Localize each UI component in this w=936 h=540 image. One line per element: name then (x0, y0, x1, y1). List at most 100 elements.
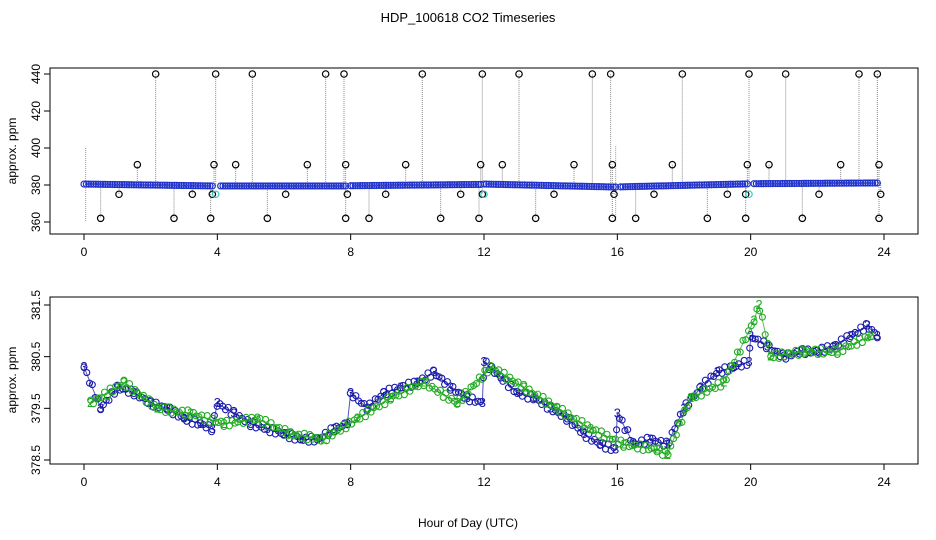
series-3-point (80, 363, 88, 371)
baseline-point (736, 180, 744, 188)
baseline-point (108, 180, 117, 189)
series-2-point (500, 368, 508, 376)
baseline-point (137, 181, 145, 189)
baseline-point (238, 182, 246, 190)
baseline-point (377, 181, 385, 190)
series-3-point (438, 374, 446, 382)
baseline-point (547, 181, 555, 190)
baseline-point (175, 181, 183, 190)
baseline-point (273, 182, 281, 190)
baseline-point (521, 181, 529, 189)
baseline-point (755, 180, 763, 188)
baseline-point (652, 182, 661, 190)
baseline-point (292, 182, 300, 190)
series-2-point (736, 348, 744, 356)
series-3-point (208, 428, 216, 436)
baseline-point (816, 179, 825, 187)
series-3-label: 3 (314, 431, 321, 446)
baseline-point (783, 179, 791, 188)
baseline-point (125, 181, 133, 189)
baseline-point (492, 180, 500, 188)
baseline-point (139, 181, 148, 189)
series-3-label: 3 (447, 380, 454, 395)
baseline-point (523, 181, 531, 189)
baseline-point (729, 180, 737, 188)
series-3-label: 3 (747, 328, 754, 343)
series-3-point (743, 361, 751, 370)
flagged-point (133, 160, 142, 169)
baseline-point (130, 181, 138, 189)
baseline-point (640, 182, 649, 190)
series-3-label: 3 (864, 318, 871, 333)
series-3-label: 3 (480, 354, 487, 369)
series-3-point (477, 398, 485, 406)
series-2-point (758, 313, 766, 321)
x-tick-label: 12 (477, 475, 491, 489)
baseline-point (542, 181, 550, 190)
flagged-point (631, 214, 640, 223)
baseline-point (557, 182, 565, 190)
baseline-point (497, 180, 505, 189)
baseline-point (82, 180, 90, 188)
flagged-point (873, 70, 882, 78)
baseline-point (144, 181, 152, 189)
baseline-point (451, 181, 459, 189)
series-2-point (717, 383, 725, 391)
series-3-point (585, 430, 593, 438)
baseline-point (645, 182, 653, 190)
series-2-point (839, 347, 847, 356)
series-3-label: 3 (797, 344, 804, 359)
flagged-point (281, 190, 290, 199)
baseline-point (453, 181, 461, 189)
series-2-point (725, 367, 733, 375)
flagged-point (498, 160, 507, 169)
baseline-point (585, 182, 593, 191)
series-2-point (578, 416, 586, 425)
baseline-point (738, 180, 747, 188)
series-2-point (442, 389, 450, 397)
baseline-point (187, 182, 195, 190)
series-2-label: 2 (187, 406, 194, 421)
baseline-point (852, 179, 860, 187)
baseline-point (443, 181, 452, 189)
series-2-point (139, 391, 147, 399)
series-3-point (230, 406, 238, 414)
series-3-label: 3 (647, 431, 654, 446)
series-2-label: 2 (87, 395, 94, 410)
baseline-point (228, 182, 237, 190)
flagged-point (875, 160, 883, 169)
baseline-point (161, 181, 169, 189)
series-2-point (683, 404, 692, 412)
baseline-point (717, 180, 725, 189)
series-2-point (608, 435, 617, 443)
baseline-point (743, 180, 751, 188)
baseline-point (580, 182, 589, 190)
baseline-point (561, 182, 569, 190)
baseline-point (304, 182, 312, 190)
baseline-point (280, 182, 288, 190)
series-2-point (89, 400, 97, 408)
baseline-point (800, 179, 808, 188)
series-3-label: 3 (745, 354, 752, 369)
top-y-axis: 360 380 400 420 440 (29, 64, 51, 232)
baseline-point (106, 180, 114, 189)
series-2-point (844, 343, 853, 351)
baseline-point (163, 181, 171, 189)
baseline-point (631, 182, 639, 191)
baseline-point (866, 179, 874, 187)
baseline-point (127, 181, 136, 189)
baseline-point (259, 182, 267, 190)
series-3-point (88, 381, 96, 389)
series-2-point (739, 336, 747, 344)
baseline-point (480, 180, 488, 188)
baseline-point (752, 180, 760, 188)
baseline-point (217, 182, 225, 190)
series-3-label: 3 (280, 426, 287, 441)
baseline-point (549, 182, 558, 190)
series-2-label: 2 (750, 313, 757, 328)
bottom-y-axis: 378.5 379.5 380.5 381.5 (29, 290, 51, 475)
baseline-point (859, 179, 867, 187)
baseline-point (285, 182, 293, 190)
baseline-point (674, 181, 682, 190)
